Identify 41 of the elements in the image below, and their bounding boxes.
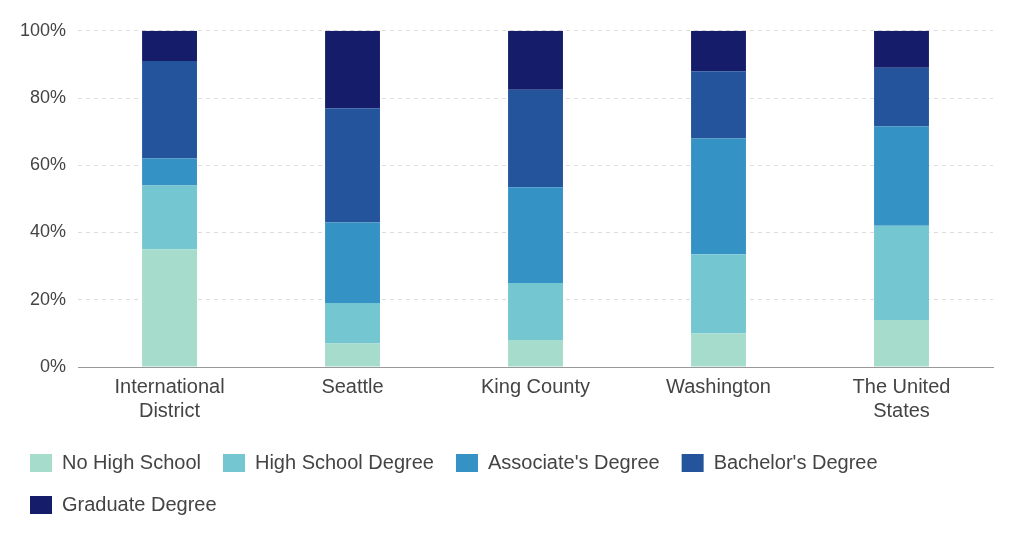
legend-label: Associate's Degree (487, 450, 660, 473)
bar (874, 319, 929, 367)
bar (508, 340, 563, 367)
bar (142, 158, 197, 186)
bar (142, 61, 197, 159)
bar (508, 89, 563, 188)
bar (325, 222, 380, 304)
bar (874, 126, 929, 226)
legend-label: No High School (62, 450, 201, 473)
x-tick-label: International District (114, 374, 225, 421)
y-tick-label: 100% (19, 19, 67, 40)
y-tick-label: 40% (30, 221, 67, 242)
bar (142, 30, 197, 62)
bar (874, 67, 929, 127)
bar (325, 303, 380, 344)
legend-label: Graduate Degree (62, 492, 217, 515)
bar (508, 30, 563, 90)
y-tick-label: 60% (30, 154, 67, 175)
legend-label: High School Degree (254, 450, 434, 473)
y-tick-label: 0% (40, 355, 67, 376)
x-tick-label: The United States (852, 374, 951, 421)
bar (142, 249, 197, 367)
bar (325, 108, 380, 223)
y-tick-label: 20% (30, 288, 67, 309)
x-tick-label: King County (481, 374, 590, 397)
x-tick-label: Washington (666, 374, 771, 397)
bar (691, 138, 746, 255)
bar (508, 187, 563, 283)
bar (874, 30, 929, 68)
bar (325, 30, 380, 109)
bar (508, 282, 563, 341)
y-tick-label: 80% (30, 87, 67, 108)
bar (874, 225, 929, 320)
bar (142, 185, 197, 250)
bar (691, 30, 746, 72)
bar (325, 343, 380, 367)
bar (691, 254, 746, 334)
legend-label: Bachelor's Degree (713, 450, 878, 473)
x-tick-label: Seattle (321, 374, 384, 397)
bar (691, 333, 746, 367)
bar (691, 71, 746, 139)
